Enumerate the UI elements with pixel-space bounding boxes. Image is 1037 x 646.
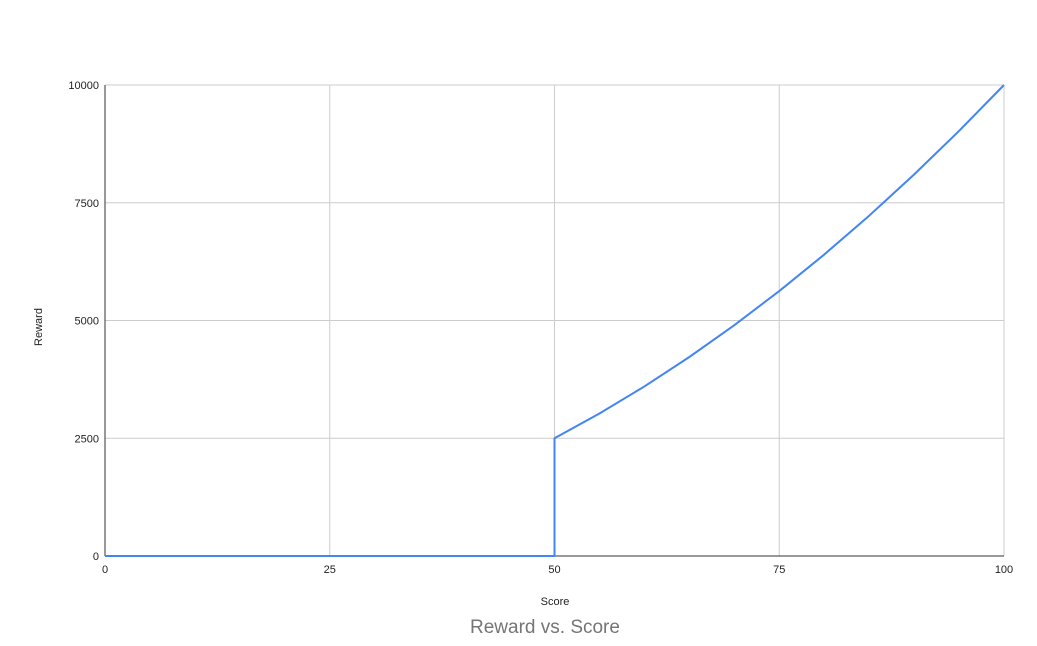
y-tick-label: 2500	[75, 433, 99, 445]
chart-title: Reward vs. Score	[470, 617, 620, 638]
tick-labels: 0 25 50 75 100 0 2500 5000 7500 10000	[68, 80, 1013, 576]
series-line	[105, 84, 1005, 557]
y-tick-label: 5000	[75, 316, 99, 328]
x-axis-title: Score	[541, 596, 570, 608]
x-tick-label: 75	[773, 564, 785, 576]
y-tick-label: 0	[93, 551, 99, 563]
x-tick-label: 0	[102, 564, 108, 576]
y-tick-label: 7500	[75, 198, 99, 210]
y-axis-title: Reward	[33, 308, 45, 346]
series	[105, 84, 1005, 557]
y-tick-label: 10000	[68, 80, 99, 92]
x-tick-label: 100	[995, 564, 1013, 576]
x-tick-label: 25	[324, 564, 336, 576]
x-tick-label: 50	[548, 564, 560, 576]
